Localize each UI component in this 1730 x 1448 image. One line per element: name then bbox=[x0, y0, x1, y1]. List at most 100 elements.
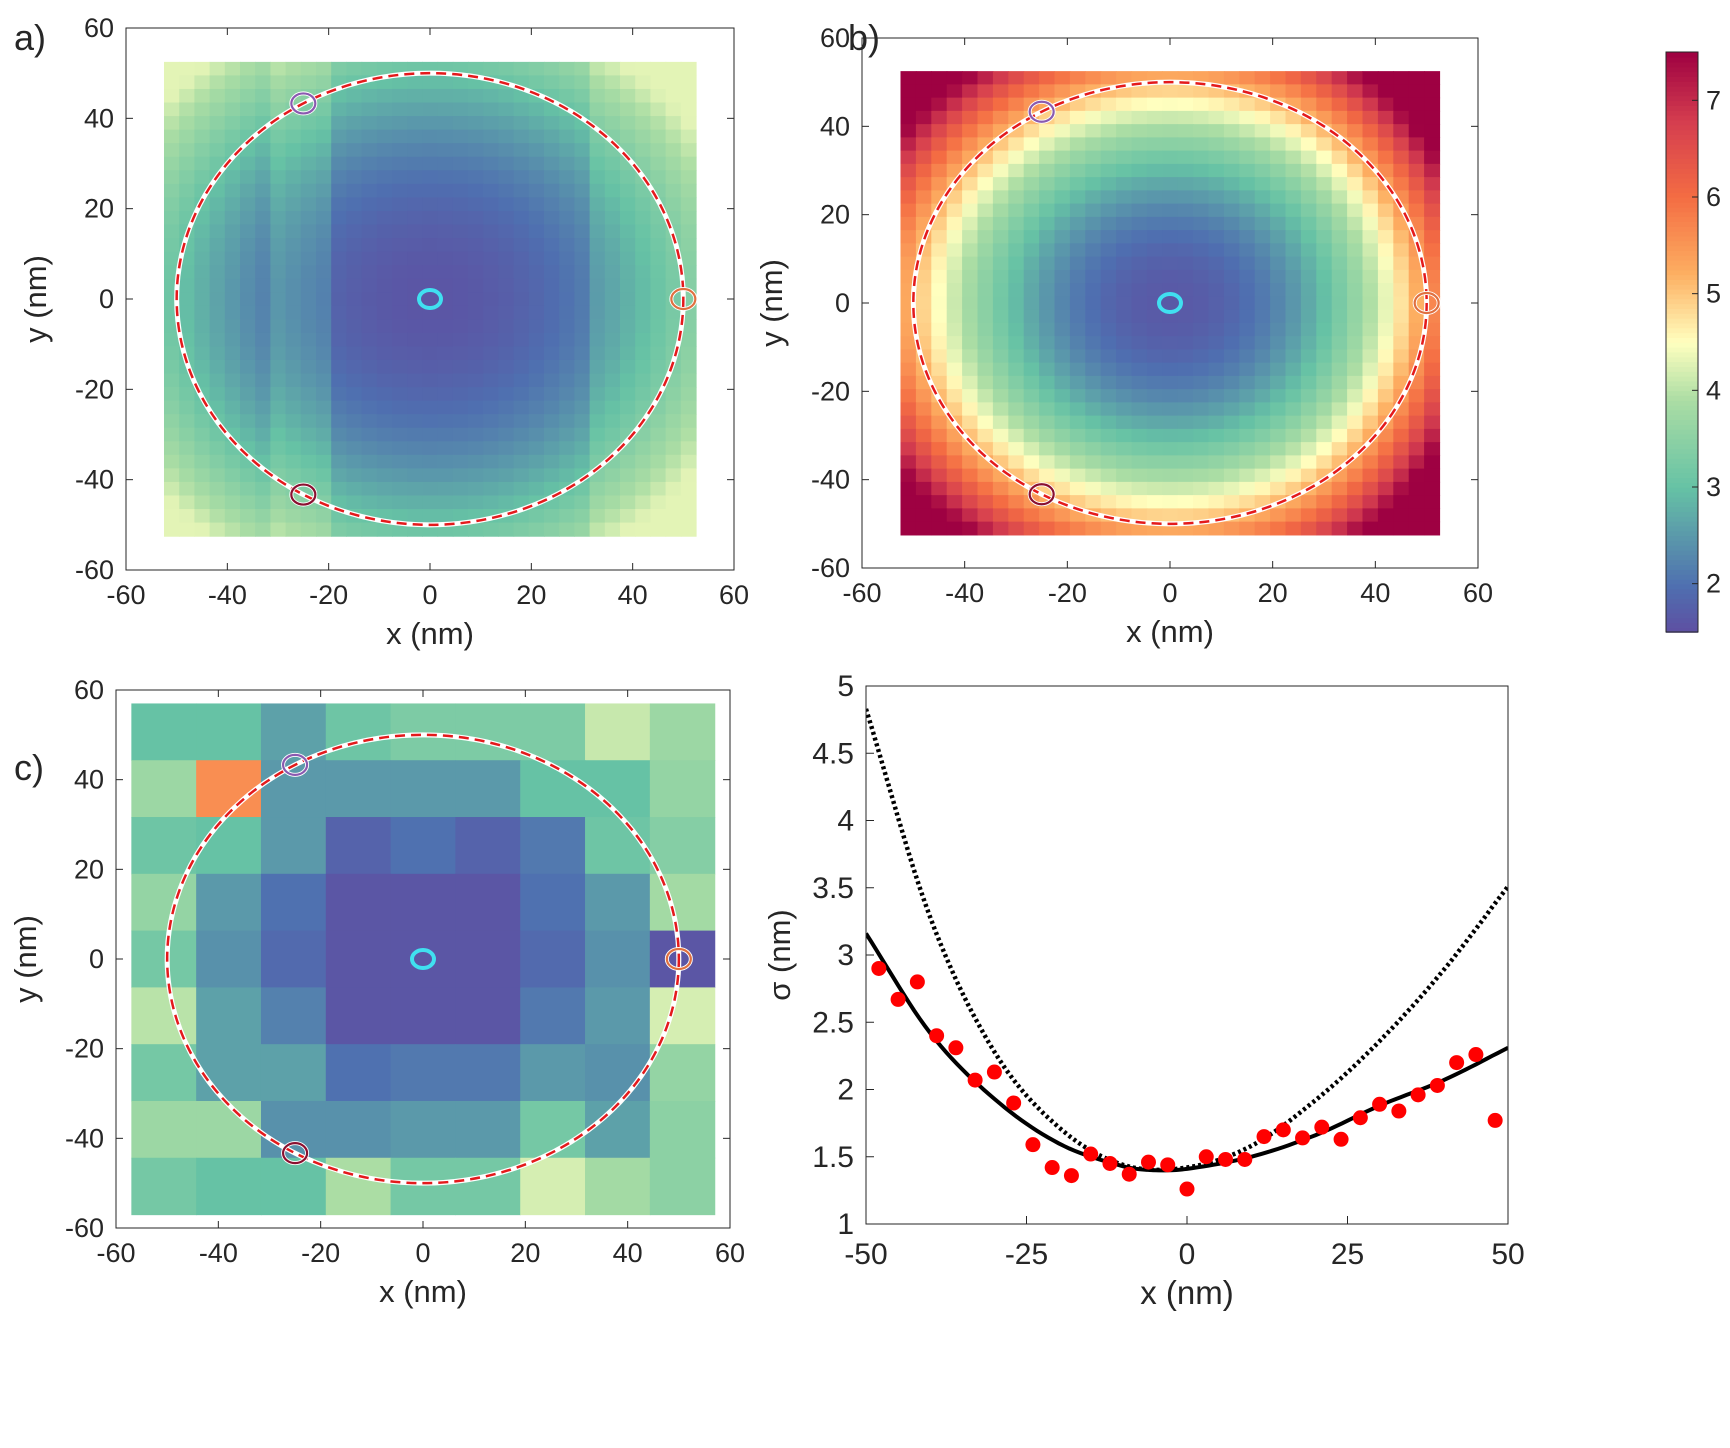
heatmap-cell bbox=[559, 278, 575, 293]
heatmap-cell bbox=[316, 197, 332, 212]
heatmap-cell bbox=[1285, 296, 1302, 311]
heatmap-cell bbox=[1300, 415, 1317, 430]
y-tick-label: 1 bbox=[837, 1208, 854, 1241]
heatmap-cell bbox=[346, 210, 363, 226]
heatmap-cell bbox=[1054, 402, 1071, 417]
colorbar-segment bbox=[1666, 293, 1698, 300]
heatmap-cell bbox=[635, 197, 651, 212]
heatmap-cell bbox=[992, 97, 1009, 112]
heatmap-cell bbox=[346, 400, 363, 415]
heatmap-cell bbox=[931, 322, 948, 337]
heatmap-cell bbox=[240, 346, 256, 361]
heatmap-cell bbox=[437, 129, 454, 144]
colorbar-segment bbox=[1666, 332, 1698, 338]
x-tick-label: -60 bbox=[842, 578, 881, 608]
heatmap-cell bbox=[1085, 336, 1102, 350]
heatmap-cell bbox=[589, 400, 606, 415]
heatmap-cell bbox=[316, 373, 332, 388]
heatmap-cell bbox=[620, 170, 636, 185]
heatmap-cell bbox=[1239, 296, 1256, 311]
heatmap-cell bbox=[285, 359, 302, 375]
heatmap-cell bbox=[650, 292, 667, 307]
heatmap-cell bbox=[680, 156, 697, 171]
heatmap-cell bbox=[331, 319, 347, 334]
heatmap-cell bbox=[1424, 190, 1441, 205]
heatmap-cell bbox=[407, 197, 423, 212]
heatmap-cell bbox=[194, 441, 211, 456]
heatmap-cell bbox=[559, 265, 575, 280]
heatmap-cell bbox=[331, 129, 347, 144]
heatmap-cell bbox=[1223, 137, 1240, 152]
heatmap-cell bbox=[1377, 455, 1394, 470]
heatmap-cell bbox=[1362, 481, 1379, 496]
heatmap-cell bbox=[452, 495, 469, 510]
x-tick-label: 20 bbox=[1258, 578, 1288, 608]
heatmap-cell bbox=[1054, 349, 1071, 364]
heatmap-cell bbox=[179, 292, 195, 307]
heatmap-cell bbox=[589, 441, 606, 456]
heatmap-cell bbox=[992, 481, 1009, 496]
heatmap-cell bbox=[1193, 468, 1210, 483]
heatmap-cell bbox=[255, 292, 271, 307]
heatmap-cell bbox=[900, 375, 917, 390]
heatmap-cell bbox=[1424, 124, 1441, 138]
heatmap-cell bbox=[962, 402, 979, 417]
colorbar-segment bbox=[1666, 259, 1698, 266]
heatmap-cell bbox=[376, 346, 393, 361]
heatmap-cell bbox=[255, 88, 271, 104]
heatmap-cell bbox=[1239, 415, 1256, 430]
heatmap-cell bbox=[992, 110, 1009, 125]
heatmap-cell bbox=[1254, 124, 1271, 138]
heatmap-cell bbox=[1131, 296, 1148, 311]
heatmap-cell bbox=[1316, 243, 1333, 258]
heatmap-cell bbox=[1085, 296, 1102, 311]
heatmap-cell bbox=[1193, 243, 1210, 258]
heatmap-cell bbox=[585, 1157, 651, 1216]
heatmap-cell bbox=[1362, 97, 1379, 112]
heatmap-cell bbox=[1193, 508, 1210, 523]
y-tick-label: 60 bbox=[820, 23, 850, 53]
heatmap-cell bbox=[376, 197, 393, 212]
heatmap-cell bbox=[255, 387, 271, 402]
heatmap-cell bbox=[1347, 521, 1364, 536]
colorbar-segment bbox=[1666, 361, 1698, 367]
heatmap-cell bbox=[915, 269, 932, 284]
heatmap-cell bbox=[468, 61, 484, 77]
heatmap-cell bbox=[164, 481, 180, 497]
heatmap-cell bbox=[1424, 150, 1441, 165]
heatmap-cell bbox=[1208, 190, 1225, 205]
heatmap-cell bbox=[270, 143, 287, 158]
x-tick-label: -50 bbox=[844, 1238, 887, 1271]
heatmap-cell bbox=[452, 332, 469, 348]
heatmap-cell bbox=[1193, 442, 1210, 456]
heatmap-cell bbox=[361, 292, 378, 307]
heatmap-cell bbox=[1270, 309, 1287, 324]
heatmap-cell bbox=[224, 129, 241, 144]
heatmap-cell bbox=[1408, 71, 1425, 85]
heatmap-cell bbox=[437, 346, 454, 361]
heatmap-cell bbox=[962, 203, 979, 218]
heatmap-cell bbox=[931, 256, 948, 271]
heatmap-cell bbox=[1116, 349, 1133, 364]
heatmap-cell bbox=[1193, 216, 1210, 231]
heatmap-cell bbox=[407, 481, 423, 497]
heatmap-cell bbox=[665, 61, 682, 77]
heatmap-cell bbox=[498, 481, 515, 497]
heatmap-cell bbox=[1239, 203, 1256, 218]
colorbar-segment bbox=[1666, 535, 1698, 541]
colorbar-segment bbox=[1666, 100, 1698, 106]
heatmap-cell bbox=[1239, 230, 1256, 244]
heatmap-cell bbox=[376, 88, 393, 104]
heatmap-cell bbox=[1331, 177, 1348, 191]
heatmap-cell bbox=[604, 468, 621, 483]
heatmap-cell bbox=[1300, 296, 1317, 311]
heatmap-cell bbox=[1377, 243, 1394, 258]
colorbar-segment bbox=[1666, 148, 1698, 155]
heatmap-cell bbox=[422, 183, 439, 198]
heatmap-cell bbox=[270, 400, 287, 415]
heatmap-cell bbox=[1254, 336, 1271, 350]
heatmap-cell bbox=[1208, 110, 1225, 125]
colorbar-segment bbox=[1666, 467, 1698, 474]
heatmap-cell bbox=[209, 305, 226, 320]
heatmap-cell bbox=[483, 400, 499, 415]
